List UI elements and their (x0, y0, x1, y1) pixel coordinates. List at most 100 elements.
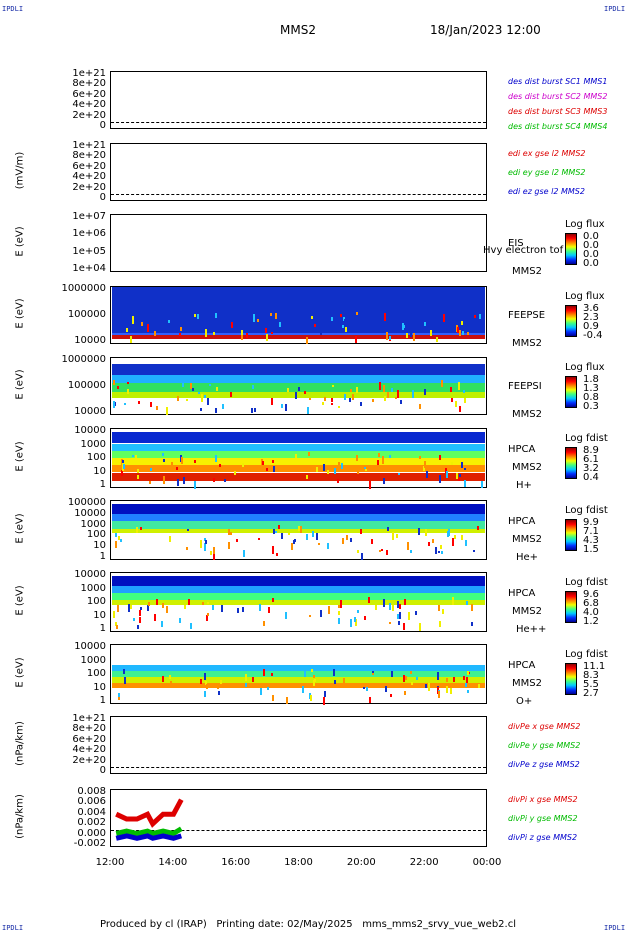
spectrogram-speck-feepsi (251, 407, 253, 413)
instrument-label-hpca-h: MMS2 (512, 462, 542, 473)
spectrogram-speck-feepsi (198, 392, 200, 395)
spectrogram-speck-feepse (265, 328, 267, 334)
spectrogram-band-feepsi-3 (112, 391, 485, 399)
spectrogram-speck-hpca-hepp (179, 618, 181, 624)
spectrogram-band-feepse-2 (112, 335, 485, 340)
spectrogram-speck-hpca-he (298, 525, 300, 531)
spectrogram-speck-feepse (474, 315, 476, 318)
panel-hpca-hepp (110, 572, 487, 632)
spectrogram-speck-feepsi (441, 380, 443, 388)
spectrogram-speck-hpca-hepp (202, 602, 204, 605)
spectrogram-speck-hpca-he (327, 543, 329, 550)
spectrogram-speck-hpca-hepp (113, 610, 115, 618)
spectrogram-band-hpca-hepp-3 (112, 599, 485, 605)
spectrogram-speck-hpca-he (440, 544, 442, 549)
spectrogram-band-feepsi-1 (112, 374, 485, 384)
spectrogram-speck-feepse (168, 320, 170, 324)
spectrogram-speck-hpca-h (356, 454, 358, 461)
ytick-hpca-hepp: 100 (86, 596, 106, 607)
ytick-divpi: 0.002 (77, 817, 106, 829)
instrument-label-hpca-hepp: MMS2 (512, 606, 542, 617)
spectrogram-speck-hpca-he (435, 546, 437, 554)
spectrogram-speck-hpca-he (186, 546, 188, 550)
spectrogram-speck-feepsi (209, 383, 211, 386)
spectrogram-speck-feepsi (298, 386, 300, 391)
spectrogram-speck-feepse (314, 320, 316, 324)
spectrogram-speck-feepse (253, 314, 255, 323)
legend-entry-edi-e: edi ex gse l2 MMS2 (508, 149, 586, 158)
colorbar-value-hpca-o: 2.7 (583, 688, 599, 699)
spectrogram-speck-hpca-h (183, 477, 185, 485)
spectrogram-speck-hpca-he (243, 549, 245, 557)
spectrogram-speck-hpca-h (266, 467, 268, 471)
spectrogram-speck-hpca-h (461, 462, 463, 469)
spectrogram-speck-feepse (145, 320, 147, 329)
spectrogram-speck-hpca-he (140, 527, 142, 531)
spectrogram-speck-hpca-he (115, 541, 117, 549)
spectrogram-speck-hpca-hepp (154, 614, 156, 622)
spectrogram-speck-hpca-o (118, 693, 120, 698)
spectrogram-band-hpca-hepp-2 (112, 592, 485, 600)
spectrogram-speck-hpca-o (313, 674, 315, 678)
spectrogram-speck-feepsi (324, 396, 326, 401)
ytick-des-dist: 2e+20 (72, 109, 106, 121)
colorbar-value-feepse: 3.6 (583, 303, 599, 314)
spectrogram-speck-hpca-hepp (368, 596, 370, 603)
instrument-label-feepse: MMS2 (512, 338, 542, 349)
spectrogram-speck-feepse (279, 322, 281, 328)
colorbar-title-feepsi: Log flux (565, 362, 605, 373)
spectrogram-speck-hpca-he (360, 528, 362, 534)
spectrogram-speck-hpca-o (453, 676, 455, 682)
spectrogram-speck-hpca-h (337, 479, 339, 484)
spectrogram-speck-hpca-h (439, 474, 441, 483)
spectrogram-speck-feepsi (400, 400, 402, 404)
spectrogram-speck-hpca-o (478, 684, 480, 689)
spectrogram-speck-hpca-h (364, 466, 366, 469)
spectrogram-speck-hpca-hepp (116, 624, 118, 629)
spectrogram-speck-hpca-h (295, 453, 297, 458)
spectrogram-speck-hpca-hepp (156, 598, 158, 605)
spectrogram-speck-hpca-hepp (139, 616, 141, 623)
spectrogram-speck-feepsi (207, 398, 209, 406)
spectrogram-speck-feepsi (344, 393, 346, 400)
spectrogram-speck-hpca-he (205, 539, 207, 544)
spectrogram-speck-hpca-hepp (188, 599, 190, 606)
ylabel-hpca-hepp: E (eV) (14, 585, 26, 616)
spectrogram-speck-hpca-hepp (438, 604, 440, 611)
xtick-label: 16:00 (221, 857, 251, 868)
spectrogram-speck-hpca-h (464, 480, 466, 488)
spectrogram-speck-feepsi (215, 408, 217, 414)
spectrogram-speck-hpca-he (396, 534, 398, 539)
spectrogram-speck-hpca-o (304, 671, 306, 678)
spectrogram-speck-hpca-he (204, 538, 206, 542)
zero-line-divpe (111, 767, 486, 769)
colorbar-title-hpca-he: Log fdist (565, 505, 608, 516)
spectrogram-speck-hpca-h (176, 466, 178, 470)
ytick-hpca-he: 1000 (80, 518, 106, 530)
spectrogram-speck-hpca-o (123, 668, 125, 674)
spectrogram-speck-hpca-o (343, 678, 345, 686)
spectrogram-speck-feepse (430, 329, 432, 336)
colorbar-value-feepse: 2.3 (583, 312, 599, 323)
ytick-hpca-h: 100 (86, 452, 106, 463)
ytick-eis: 1e+06 (72, 228, 106, 240)
spectrogram-speck-hpca-o (204, 691, 206, 698)
spectrogram-speck-feepsi (182, 382, 184, 387)
ytick-hpca-o: 1 (99, 695, 106, 706)
spectrogram-speck-hpca-hepp (272, 597, 274, 602)
spectrogram-speck-feepsi (424, 389, 426, 396)
spectrogram-speck-hpca-he (272, 546, 274, 555)
panel-feepse (110, 286, 487, 345)
spectrogram-speck-hpca-he (278, 525, 280, 530)
spectrogram-speck-feepse (130, 336, 132, 344)
spectrogram-speck-hpca-he (452, 537, 454, 546)
spectrogram-speck-feepse (275, 313, 277, 320)
ytick-hpca-he: 100000 (67, 497, 106, 508)
spectrogram-speck-hpca-hepp (148, 602, 150, 606)
legend-entry-divpi: divPi y gse MMS2 (508, 814, 578, 823)
spectrogram-speck-hpca-h (464, 468, 466, 471)
spectrogram-speck-hpca-hepp (190, 622, 192, 629)
spectrogram-speck-hpca-hepp (212, 604, 214, 610)
spectrogram-band-hpca-o-0 (112, 665, 485, 672)
spectrogram-speck-hpca-o (200, 679, 202, 685)
